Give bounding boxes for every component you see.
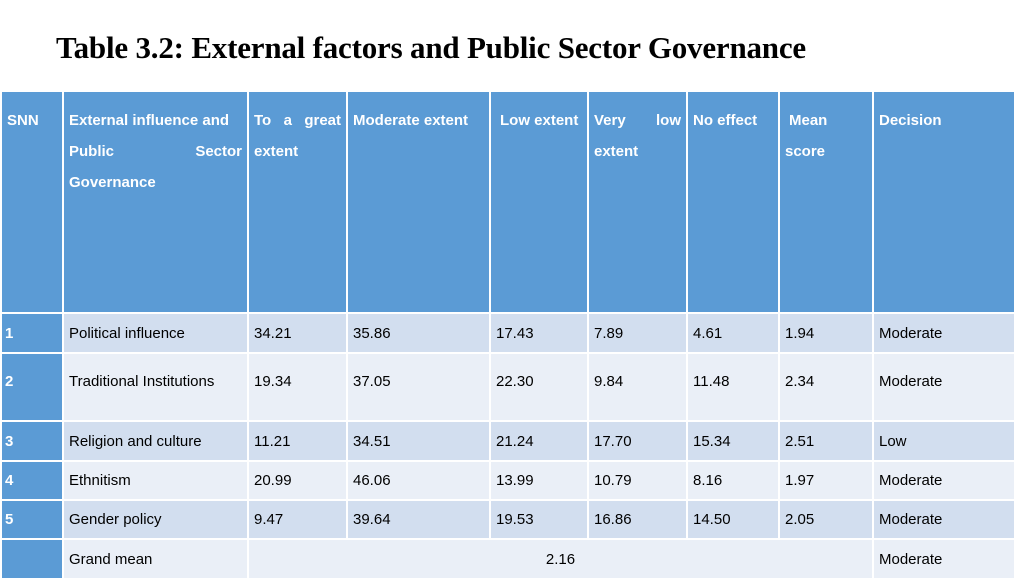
row-verylow: 7.89 [587, 312, 688, 354]
row-moderate: 35.86 [346, 312, 491, 354]
row-low: 19.53 [489, 499, 589, 540]
row-noeffect: 15.34 [686, 420, 780, 462]
row-moderate: 34.51 [346, 420, 491, 462]
row-factor: Religion and culture [62, 420, 249, 462]
header-no-effect: No effect [686, 90, 780, 314]
header-row: SNN External influence and Public Sector … [0, 90, 1016, 314]
results-table: SNN External influence and Public Sector … [0, 90, 1016, 580]
row-moderate: 37.05 [346, 352, 491, 422]
row-factor: Gender policy [62, 499, 249, 540]
row-snn: 5 [0, 499, 64, 540]
row-low: 21.24 [489, 420, 589, 462]
row-noeffect: 11.48 [686, 352, 780, 422]
row-great: 20.99 [247, 460, 348, 501]
row-low: 17.43 [489, 312, 589, 354]
row-mean: 2.05 [778, 499, 874, 540]
row-verylow: 16.86 [587, 499, 688, 540]
page-title: Table 3.2: External factors and Public S… [56, 30, 806, 65]
grand-mean-label: Grand mean [62, 538, 249, 580]
table-row: 2 Traditional Institutions 19.34 37.05 2… [0, 352, 1016, 422]
header-factor: External influence and Public Sector Gove… [62, 90, 249, 314]
row-decision: Moderate [872, 312, 1016, 354]
row-great: 11.21 [247, 420, 348, 462]
header-very-low-extent: Very low extent [587, 90, 688, 314]
table-row: 4 Ethnitism 20.99 46.06 13.99 10.79 8.16… [0, 460, 1016, 501]
row-mean: 2.34 [778, 352, 874, 422]
row-factor: Political influence [62, 312, 249, 354]
row-verylow: 17.70 [587, 420, 688, 462]
header-decision: Decision [872, 90, 1016, 314]
row-great: 34.21 [247, 312, 348, 354]
row-snn: 2 [0, 352, 64, 422]
row-noeffect: 14.50 [686, 499, 780, 540]
row-factor: Ethnitism [62, 460, 249, 501]
row-snn [0, 538, 64, 580]
row-decision: Moderate [872, 460, 1016, 501]
row-low: 13.99 [489, 460, 589, 501]
row-low: 22.30 [489, 352, 589, 422]
row-great: 9.47 [247, 499, 348, 540]
table-row: 5 Gender policy 9.47 39.64 19.53 16.86 1… [0, 499, 1016, 540]
header-snn: SNN [0, 90, 64, 314]
row-verylow: 9.84 [587, 352, 688, 422]
row-noeffect: 8.16 [686, 460, 780, 501]
grand-mean-value: 2.16 [247, 538, 874, 580]
row-mean: 1.94 [778, 312, 874, 354]
header-moderate-extent: Moderate extent [346, 90, 491, 314]
row-verylow: 10.79 [587, 460, 688, 501]
row-mean: 2.51 [778, 420, 874, 462]
header-great-extent: To a great extent [247, 90, 348, 314]
header-mean-score: Mean score [778, 90, 874, 314]
table-row: 1 Political influence 34.21 35.86 17.43 … [0, 312, 1016, 354]
row-decision: Moderate [872, 499, 1016, 540]
row-moderate: 39.64 [346, 499, 491, 540]
row-noeffect: 4.61 [686, 312, 780, 354]
row-moderate: 46.06 [346, 460, 491, 501]
header-low-extent: Low extent [489, 90, 589, 314]
grand-mean-row: Grand mean 2.16 Moderate [0, 538, 1016, 580]
row-mean: 1.97 [778, 460, 874, 501]
row-decision: Low [872, 420, 1016, 462]
row-snn: 3 [0, 420, 64, 462]
row-decision: Moderate [872, 352, 1016, 422]
row-snn: 1 [0, 312, 64, 354]
table-row: 3 Religion and culture 11.21 34.51 21.24… [0, 420, 1016, 462]
row-snn: 4 [0, 460, 64, 501]
row-great: 19.34 [247, 352, 348, 422]
row-factor: Traditional Institutions [62, 352, 249, 422]
grand-mean-decision: Moderate [872, 538, 1016, 580]
